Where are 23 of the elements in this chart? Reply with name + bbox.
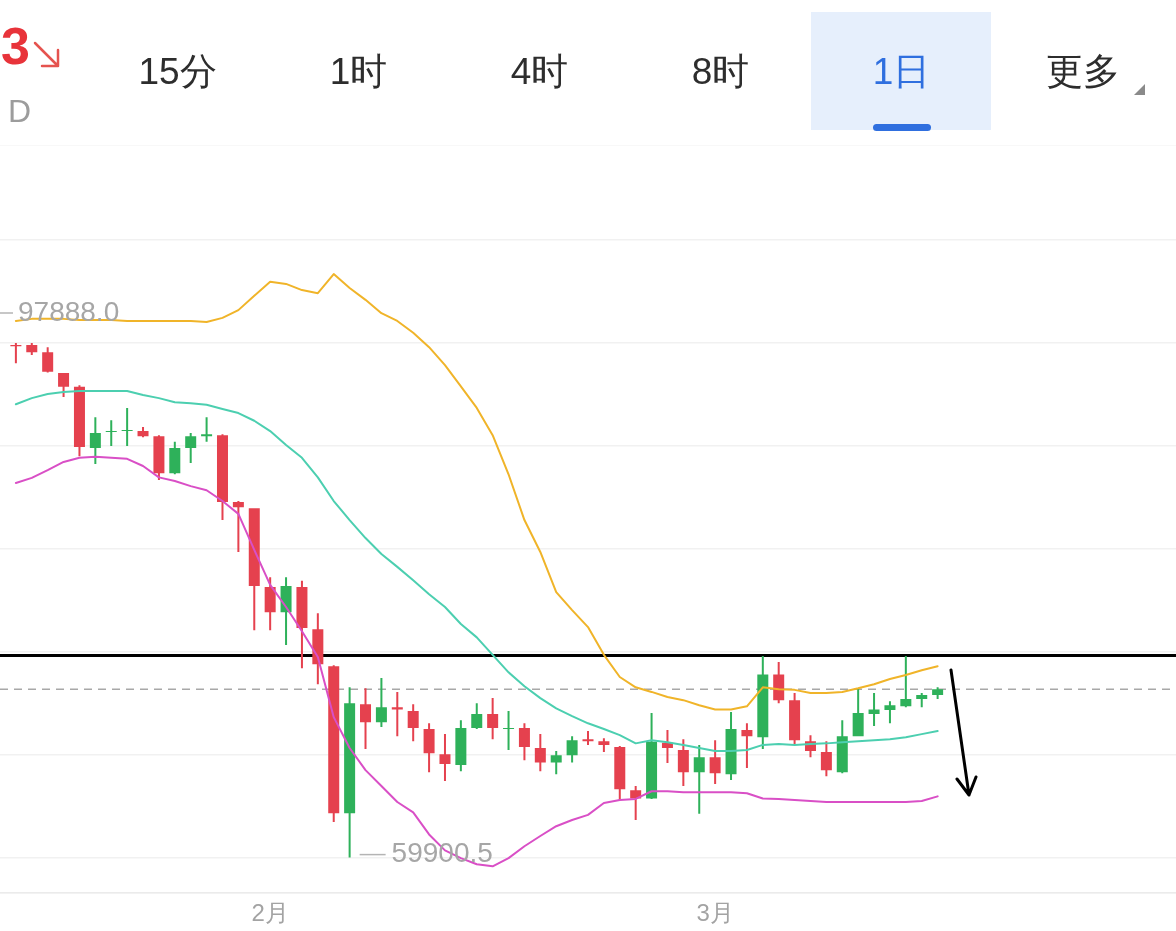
text: 8时 <box>691 51 750 92</box>
candlestick <box>868 692 880 726</box>
candlestick <box>121 407 133 446</box>
x-tick-label: 3月 <box>696 899 734 927</box>
candlestick <box>884 701 896 724</box>
candlestick <box>10 343 22 364</box>
candlestick <box>932 687 944 700</box>
candlestick <box>105 420 117 446</box>
text: 4时 <box>510 51 569 92</box>
candlestick <box>582 731 594 745</box>
candlestick <box>201 417 213 442</box>
x-tick-label: 2月 <box>251 899 289 927</box>
text: D <box>8 93 32 129</box>
candlestick <box>391 691 403 737</box>
candlestick <box>439 734 451 781</box>
candlestick <box>598 738 610 753</box>
text: 更多 <box>1045 51 1120 92</box>
text: 1日 <box>872 51 931 92</box>
text: 97888.0 <box>18 295 120 327</box>
text: 15分 <box>138 51 217 92</box>
candlestick <box>503 710 515 751</box>
text: 1时 <box>329 51 388 92</box>
text: 3 <box>1 17 30 75</box>
